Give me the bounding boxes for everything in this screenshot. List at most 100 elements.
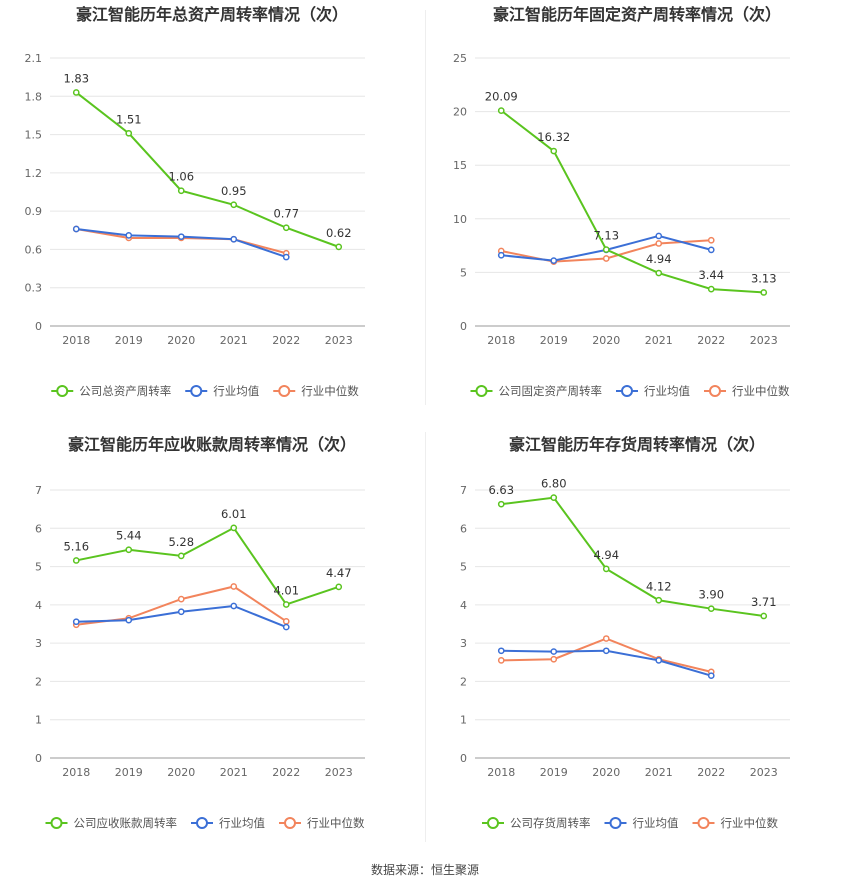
x-tick-label: 2019 [115,334,143,347]
y-tick-label: 20 [453,106,467,119]
data-point-avg [497,647,505,655]
y-tick-label: 1 [35,714,42,727]
legend-marker-median [697,817,710,829]
chart-title: 豪江智能历年存货周转率情况（次） [509,435,765,454]
data-point-company [125,129,133,137]
chart-panel-total-asset-turnover: 豪江智能历年总资产周转率情况（次） 0 0.3 0.6 0.9 1.2 1.5 1.8 2.1 2… [0,0,425,430]
data-point-company [707,605,715,613]
data-point-median [282,617,290,625]
data-point-median [707,236,715,244]
x-tick-label: 2021 [645,334,673,347]
data-point-company [497,500,505,508]
series-line-avg [76,228,287,259]
y-tick-label: 0 [460,752,467,765]
y-tick-label: 1.2 [25,167,43,180]
data-point-company [760,289,768,296]
data-label: 3.90 [698,588,724,602]
data-point-median [497,657,505,664]
chart-title: 豪江智能历年总资产周转率情况（次） [76,5,348,24]
data-point-median [550,655,558,663]
x-tick-label: 2023 [325,766,353,779]
legend-marker-company [56,385,69,397]
data-label: 6.63 [488,483,514,497]
data-point-company [335,583,343,591]
chart-panel-receivable-turnover: 豪江智能历年应收账款周转率情况（次） 0 1 2 3 4 5 6 7 2018 2019 2020 20… [0,430,425,860]
data-point-company [335,243,343,251]
chart-svg: 豪江智能历年应收账款周转率情况（次） 0 1 2 3 4 5 6 7 2018 2019 2020 20… [35,435,365,830]
x-tick-label: 2022 [272,766,300,779]
data-label: 7.13 [593,229,619,243]
y-tick-label: 15 [453,159,467,172]
y-tick-label: 6 [35,522,42,535]
data-point-avg [497,251,505,259]
y-tick-label: 0 [35,320,42,333]
data-point-median [655,240,663,247]
data-label: 5.28 [168,535,194,549]
data-point-company [177,187,185,195]
data-point-avg [655,232,663,240]
data-label: 6.80 [541,477,567,491]
chart-svg: 豪江智能历年固定资产周转率情况（次） 0 5 10 15 20 25 2018 2019 2020… [453,5,790,398]
y-tick-label: 2 [460,675,467,688]
data-point-company [282,601,290,608]
data-label: 0.77 [273,207,299,221]
x-tick-label: 2020 [592,334,620,347]
legend-marker-median [278,385,291,397]
data-label: 4.47 [326,566,352,580]
data-point-avg [125,232,133,239]
data-label: 1.83 [63,71,89,85]
legend-label: 行业中位数 [301,384,359,398]
data-label: 20.09 [485,90,518,104]
x-tick-label: 2023 [750,334,778,347]
legend-label: 行业均值 [633,816,679,830]
y-tick-label: 7 [460,484,467,497]
y-tick-label: 5 [35,561,42,574]
data-point-avg [72,225,80,233]
y-tick-label: 1 [460,714,467,727]
data-point-company [655,269,663,277]
data-point-avg [177,608,185,616]
data-label: 3.71 [751,595,777,609]
series-line-company [501,496,764,617]
chart-panel-fixed-asset-turnover: 豪江智能历年固定资产周转率情况（次） 0 5 10 15 20 25 2018 2019 2020… [425,0,850,430]
x-tick-label: 2019 [115,766,143,779]
data-point-company [602,246,610,253]
x-tick-label: 2018 [487,766,515,779]
legend-marker-avg [621,385,633,397]
data-label: 0.62 [326,226,352,240]
y-tick-label: 4 [460,599,467,612]
data-point-company [230,524,238,532]
data-point-median [602,635,610,642]
legend-label: 公司固定资产周转率 [499,384,603,398]
data-point-company [230,201,238,209]
data-point-company [760,612,768,620]
y-tick-label: 25 [453,52,467,65]
data-point-avg [550,648,558,655]
legend-marker-avg [196,817,208,829]
data-label: 1.06 [168,170,194,184]
legend-label: 行业均值 [213,384,259,398]
series-line-median [76,585,287,626]
data-source-note: 数据来源：恒生聚源 [370,863,479,877]
y-tick-label: 2.1 [25,52,43,65]
series-line-avg [501,649,712,677]
legend-label: 行业均值 [219,816,265,830]
data-point-median [230,583,238,590]
data-point-company [177,552,185,560]
data-point-company [655,596,663,604]
data-point-company [72,89,80,96]
legend-marker-company [487,817,499,829]
data-label: 0.95 [221,184,247,198]
y-tick-label: 6 [460,522,467,535]
y-tick-label: 1.8 [25,90,43,103]
data-point-avg [230,602,238,610]
data-label: 4.01 [273,583,299,597]
y-tick-label: 3 [460,637,467,650]
data-point-company [497,107,505,114]
x-tick-label: 2020 [167,766,195,779]
legend-label: 行业中位数 [307,816,365,830]
data-point-avg [125,616,133,624]
legend-label: 公司总资产周转率 [79,384,171,398]
data-label: 3.13 [751,271,777,285]
legend-marker-median [284,817,296,829]
